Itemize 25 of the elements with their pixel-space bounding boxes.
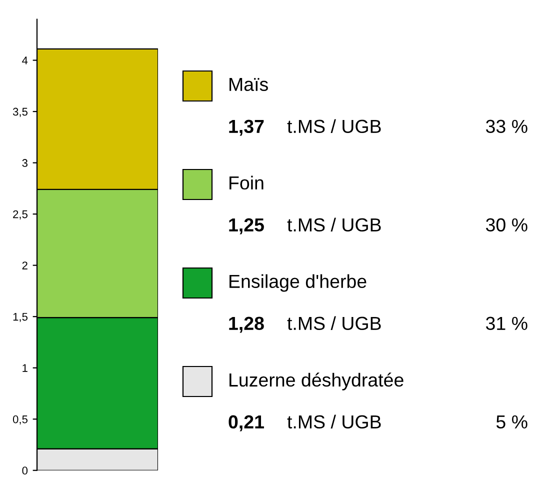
- text: 31 %: [486, 316, 528, 330]
- legend-label: Ensilage d'herbe: [230, 274, 366, 292]
- text: 1,37: [229, 120, 264, 136]
- y-tick-label: 3,5: [12, 108, 28, 117]
- text: t.MS / UGB: [287, 119, 381, 134]
- y-tick-label: 0: [22, 466, 28, 475]
- text: 30 %: [486, 218, 528, 232]
- text: t.MS / UGB: [287, 316, 381, 330]
- y-tick-label: 3: [22, 159, 28, 167]
- y-tick-label: 1,5: [13, 312, 28, 322]
- y-tick-label: 4: [22, 56, 28, 64]
- y-tick-label: 0,5: [12, 415, 28, 425]
- text: 5 %: [496, 415, 528, 429]
- text: 0,21: [228, 415, 264, 432]
- legend-label: Foin: [230, 176, 264, 190]
- text: t.MS / UGB: [287, 218, 381, 232]
- text: 1,25: [229, 218, 264, 234]
- y-tick-label: 2,5: [13, 210, 28, 220]
- y-tick-label: 1: [22, 364, 28, 372]
- legend-label: Luzerne déshydratée: [230, 372, 404, 390]
- text: t.MS / UGB: [287, 414, 381, 429]
- legend-label: Maïs: [230, 78, 268, 92]
- y-tick-label: 2: [22, 262, 28, 270]
- text: 33 %: [486, 120, 528, 134]
- text: 1,28: [229, 316, 264, 333]
